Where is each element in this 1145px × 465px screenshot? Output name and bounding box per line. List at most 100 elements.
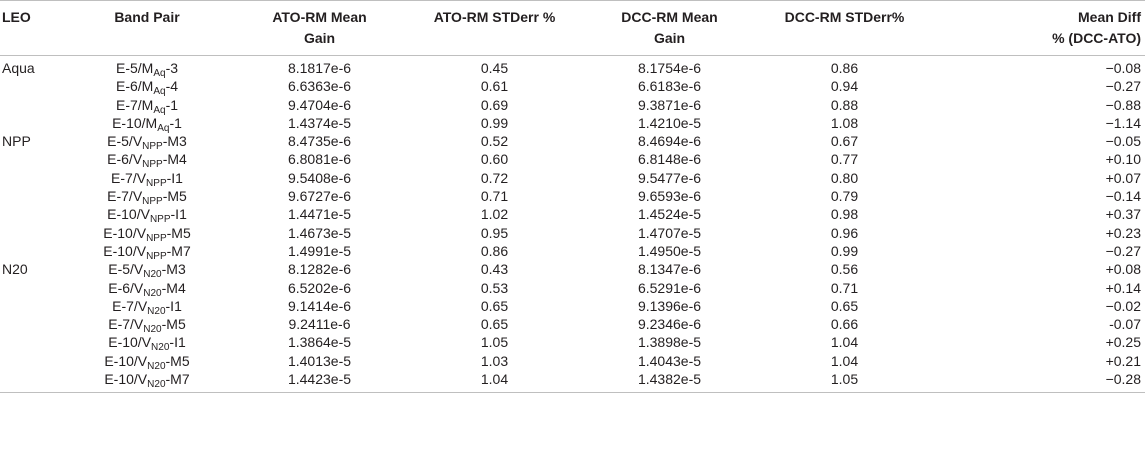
- cell-ato-stderr: 0.95: [480, 224, 509, 241]
- band-pair-subscript: NPP: [142, 159, 163, 171]
- header-dcc-gain: DCC-RM Mean Gain: [582, 0, 757, 56]
- table-row: E-10/MAq-1 1.4374e-5 0.99 1.4210e-5 1.08 −1.1…: [0, 114, 1145, 134]
- cell-leo: [0, 150, 62, 168]
- header-ato-gain: ATO-RM Mean Gain: [232, 0, 407, 56]
- cell-ato-stderr: 0.65: [480, 316, 509, 333]
- cell-leo: N20: [2, 261, 28, 278]
- cell-leo: [0, 77, 62, 95]
- band-pair-prefix: E-10/V: [103, 242, 147, 259]
- band-pair-subscript: N20: [143, 287, 162, 299]
- band-pair-prefix: E-6/M: [115, 78, 154, 95]
- band-pair-prefix: E-6/V: [108, 279, 144, 296]
- table-row: E-10/VN20-I1 1.3864e-5 1.05 1.3898e-5 1.04 +0…: [0, 333, 1145, 353]
- cell-leo: [0, 315, 62, 333]
- cell-ato-gain: 9.5408e-6: [287, 169, 352, 186]
- header-dcc-stderr: DCC-RM STDerr%: [757, 0, 932, 56]
- header-leo: LEO: [0, 0, 62, 56]
- cell-leo: [0, 333, 62, 351]
- cell-mean-diff: −0.08: [1105, 60, 1141, 76]
- cell-band-pair: E-7/VNPP-I1: [62, 169, 232, 189]
- cell-leo: [0, 297, 62, 315]
- cell-dcc-stderr: 0.56: [830, 261, 859, 278]
- cell-ato-stderr: 0.60: [480, 151, 509, 168]
- cell-ato-stderr: 0.45: [480, 60, 509, 76]
- cell-ato-gain: 9.1414e-6: [287, 297, 352, 314]
- header-ato-stderr: ATO-RM STDerr %: [407, 0, 582, 56]
- cell-dcc-gain: 1.3898e-5: [637, 334, 702, 351]
- cell-ato-gain: 9.6727e-6: [287, 188, 352, 205]
- cell-ato-gain: 1.3864e-5: [287, 334, 352, 351]
- cell-ato-gain: 1.4374e-5: [287, 114, 352, 131]
- table-header: LEO Band Pair ATO-RM Mean Gain ATO-RM STD…: [0, 0, 1145, 56]
- cell-dcc-stderr: 1.08: [830, 114, 859, 131]
- cell-leo: [0, 370, 62, 394]
- band-pair-suffix: -1: [169, 114, 182, 131]
- cell-leo: [0, 114, 62, 132]
- cell-dcc-gain: 1.4043e-5: [637, 352, 702, 369]
- cell-ato-stderr: 0.53: [480, 279, 509, 296]
- cell-dcc-gain: 8.4694e-6: [637, 133, 702, 150]
- cell-ato-gain: 8.1282e-6: [287, 261, 352, 278]
- cell-band-pair: E-6/MAq-4: [62, 77, 232, 97]
- band-pair-subscript: Aq: [153, 68, 166, 79]
- table-row: E-6/VNPP-M4 6.8081e-6 0.60 6.8148e-6 0.77 +0.…: [0, 150, 1145, 171]
- cell-leo: [0, 205, 62, 223]
- cell-leo: [0, 224, 62, 242]
- cell-dcc-gain: 1.4950e-5: [637, 242, 702, 259]
- cell-dcc-stderr: 1.05: [757, 370, 932, 394]
- table-row: E-7/VN20-M5 9.2411e-6 0.65 9.2346e-6 0.66 -0.…: [0, 315, 1145, 336]
- cell-ato-gain: 6.5202e-6: [287, 279, 352, 296]
- cell-band-pair: E-10/VN20-M7: [62, 370, 232, 394]
- cell-ato-stderr: 0.71: [480, 188, 509, 205]
- cell-ato-stderr: 0.99: [480, 114, 509, 131]
- cell-band-pair: E-10/VNPP-I1: [62, 205, 232, 225]
- band-pair-prefix: E-6/V: [107, 151, 143, 168]
- band-pair-subscript: N20: [143, 324, 162, 336]
- band-pair-suffix: -3: [165, 60, 179, 76]
- cell-ato-gain: 8.4735e-6: [287, 133, 352, 150]
- band-pair-suffix: -M4: [162, 151, 187, 168]
- band-pair-prefix: E-7/V: [112, 297, 148, 314]
- table-row: E-6/VN20-M4 6.5202e-6 0.53 6.5291e-6 0.71 +0.…: [0, 279, 1145, 299]
- band-pair-subscript: NPP: [146, 177, 167, 189]
- cell-band-pair: E-6/VN20-M4: [62, 279, 232, 299]
- cell-leo: [0, 187, 62, 205]
- band-pair-prefix: E-7/V: [108, 316, 144, 333]
- cell-ato-gain: 9.2411e-6: [288, 316, 351, 333]
- cell-ato-stderr: 0.72: [480, 169, 509, 186]
- cell-ato-stderr: 0.69: [480, 96, 509, 113]
- cell-dcc-stderr: 0.94: [830, 78, 859, 95]
- cell-ato-stderr: 0.65: [480, 297, 509, 314]
- cell-dcc-stderr: 0.67: [830, 133, 859, 150]
- cell-mean-diff: −0.14: [1105, 188, 1141, 205]
- cell-dcc-stderr: 0.80: [830, 169, 859, 186]
- cell-dcc-stderr: 0.71: [830, 279, 859, 296]
- cell-band-pair: E-7/MAq-1: [62, 96, 232, 116]
- table-row: E-7/VNPP-I1 9.5408e-6 0.72 9.5477e-6 0.80 +0.…: [0, 169, 1145, 189]
- cell-mean-diff: +0.23: [1105, 224, 1141, 241]
- band-pair-suffix: -M5: [161, 316, 186, 333]
- header-dcc-gain-line1: DCC-RM Mean: [621, 9, 718, 25]
- header-mean-diff-line2: % (DCC-ATO): [1052, 30, 1141, 46]
- band-pair-subscript: N20: [147, 379, 166, 391]
- cell-mean-diff: −0.88: [1105, 96, 1141, 113]
- band-pair-subscript: N20: [147, 305, 166, 317]
- cell-dcc-gain: 9.3871e-6: [637, 96, 702, 113]
- band-pair-subscript: NPP: [142, 141, 163, 153]
- cell-dcc-gain: 6.6183e-6: [637, 78, 702, 95]
- band-pair-suffix: -I1: [166, 169, 183, 186]
- cell-dcc-gain: 6.8148e-6: [637, 151, 702, 168]
- band-pair-subscript: N20: [143, 269, 162, 281]
- gain-comparison-table: LEO Band Pair ATO-RM Mean Gain ATO-RM STD…: [0, 0, 1145, 394]
- cell-ato-gain: 1.4013e-5: [287, 352, 352, 369]
- cell-band-pair: E-7/VN20-M5: [62, 315, 232, 336]
- cell-band-pair: E-10/VN20-I1: [62, 333, 232, 353]
- cell-ato-gain: 6.6363e-6: [287, 78, 352, 95]
- cell-leo: NPP: [2, 133, 31, 150]
- cell-mean-diff: −0.05: [1105, 133, 1141, 150]
- cell-band-pair: E-10/VNPP-M5: [62, 224, 232, 244]
- band-pair-suffix: -I1: [170, 206, 187, 223]
- cell-mean-diff: +0.21: [1105, 352, 1141, 369]
- band-pair-suffix: -M4: [161, 279, 186, 296]
- table-row: E-10/VNPP-I1 1.4471e-5 1.02 1.4524e-5 0.98 +0…: [0, 205, 1145, 225]
